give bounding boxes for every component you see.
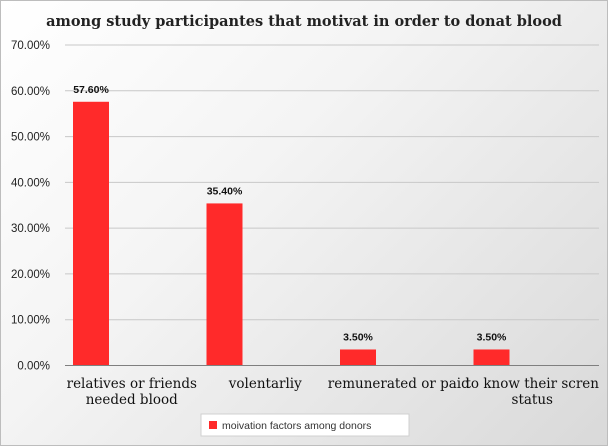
- x-category-label: status: [512, 392, 554, 408]
- y-tick-label: 10.00%: [11, 315, 50, 327]
- bar: [473, 349, 510, 366]
- bar-data-label: 57.60%: [73, 84, 109, 96]
- y-axis-ticks: 0.00% 10.00% 20.00% 30.00% 40.00% 50.00% 60.00…: [11, 40, 50, 373]
- legend-swatch: [209, 421, 217, 429]
- x-category-label: remunerated or paid: [328, 376, 470, 392]
- bar: [340, 349, 376, 366]
- y-tick-label: 70.00%: [11, 40, 50, 52]
- data-labels: 57.60% 35.40% 3.50% 3.50%: [73, 84, 507, 344]
- bar: [73, 101, 109, 366]
- gridlines: [65, 44, 599, 321]
- bar-data-label: 3.50%: [477, 331, 507, 343]
- bars: [73, 101, 510, 366]
- x-category-label: needed blood: [86, 392, 178, 408]
- y-tick-label: 20.00%: [11, 269, 50, 281]
- y-tick-label: 30.00%: [11, 223, 50, 235]
- legend-label: moivation factors among donors: [222, 420, 371, 432]
- legend-box: [200, 413, 410, 437]
- bar-data-label: 35.40%: [207, 185, 243, 197]
- y-tick-label: 60.00%: [11, 86, 50, 98]
- chart-title: among study participantes that motivat i…: [46, 13, 562, 30]
- x-category-label: to know their scren: [466, 376, 600, 392]
- x-category-label: relatives or friends: [67, 376, 197, 392]
- y-tick-label: 0.00%: [17, 361, 50, 373]
- x-category-label: volentarliy: [228, 376, 302, 392]
- bar: [206, 203, 243, 366]
- y-tick-label: 40.00%: [11, 177, 50, 189]
- legend: moivation factors among donors: [200, 413, 410, 437]
- bar-data-label: 3.50%: [343, 331, 373, 343]
- y-tick-label: 50.00%: [11, 132, 50, 144]
